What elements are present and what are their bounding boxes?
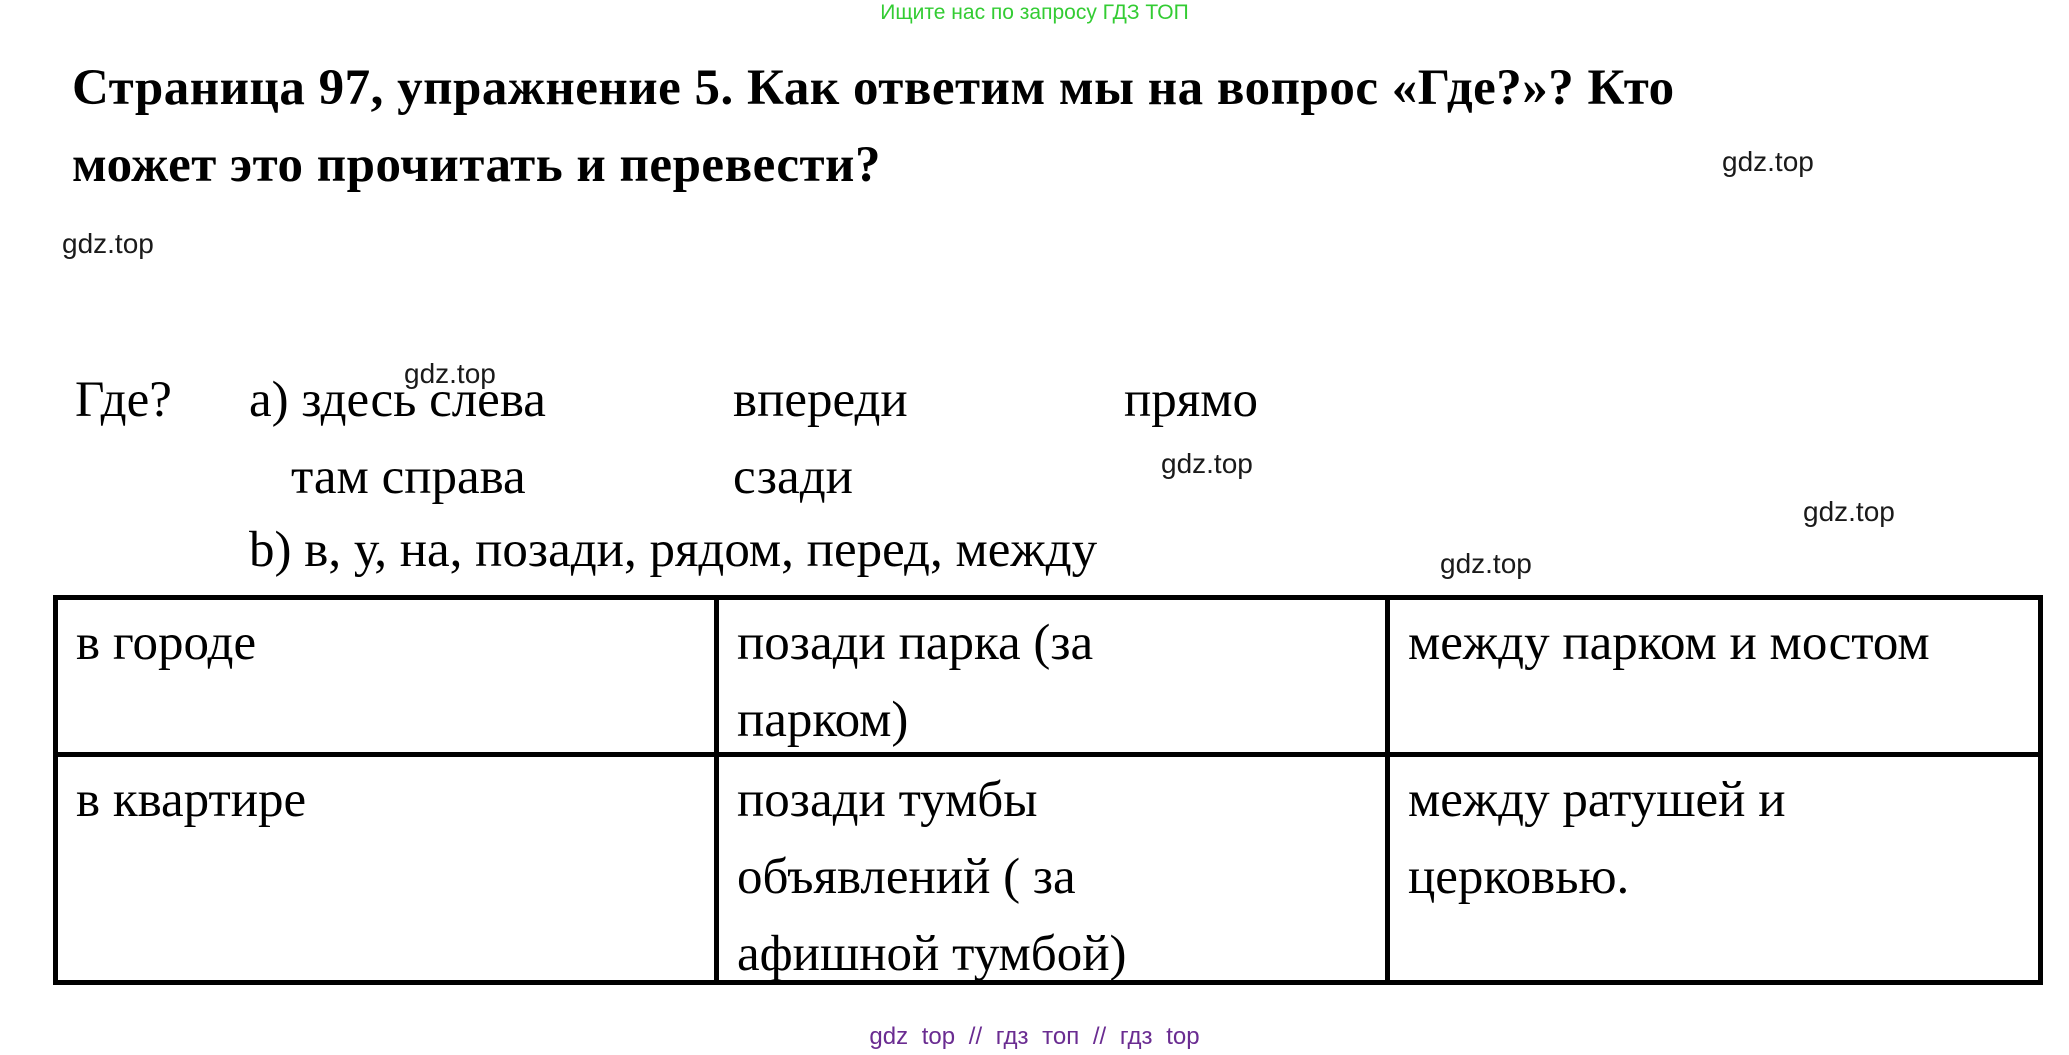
promo-banner-text: Ищите нас по запросу ГДЗ ТОП	[880, 1, 1189, 24]
watermark-gdz-top: gdz.top	[1803, 496, 1895, 527]
table-cell-r1c1: в городе	[58, 600, 714, 752]
answer-a-item-1: а) здесь слева	[249, 372, 546, 428]
answer-a-item-5: сзади	[733, 449, 853, 505]
page-title: Страница 97, упражнение 5. Как ответим м…	[72, 60, 1675, 193]
watermark-gdz-top: gdz.top	[1440, 548, 1532, 579]
answers-table: в городе позади парка (за парком) между …	[53, 595, 2043, 985]
question-word: Где?	[75, 372, 172, 428]
watermark-gdz-top: gdz.top	[404, 358, 496, 389]
watermark-gdz-top: gdz.top	[1161, 448, 1253, 479]
table-cell-r2c3: между ратушей и церковью.	[1390, 757, 2038, 980]
table-cell-r2c2: позади тумбы объявлений ( за афишной тум…	[719, 757, 1385, 980]
answer-b-line: b) в, у, на, позади, рядом, перед, между	[249, 522, 1098, 578]
answer-a-item-2: впереди	[733, 372, 908, 428]
watermark-gdz-top: gdz.top	[1722, 146, 1814, 177]
table-cell-r2c1: в квартире	[58, 757, 714, 980]
table-cell-r1c2: позади парка (за парком)	[719, 600, 1385, 752]
answer-a-item-3: прямо	[1124, 372, 1259, 428]
watermark-gdz-top: gdz.top	[62, 228, 154, 259]
table-cell-r1c3: между парком и мостом	[1390, 600, 2038, 752]
answer-a-item-4: там справа	[291, 449, 526, 505]
footer-site-links: gdz top // гдз топ // гдз top	[869, 1023, 1200, 1050]
